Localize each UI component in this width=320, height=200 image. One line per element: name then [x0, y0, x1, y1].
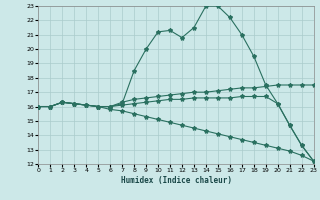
- X-axis label: Humidex (Indice chaleur): Humidex (Indice chaleur): [121, 176, 231, 185]
